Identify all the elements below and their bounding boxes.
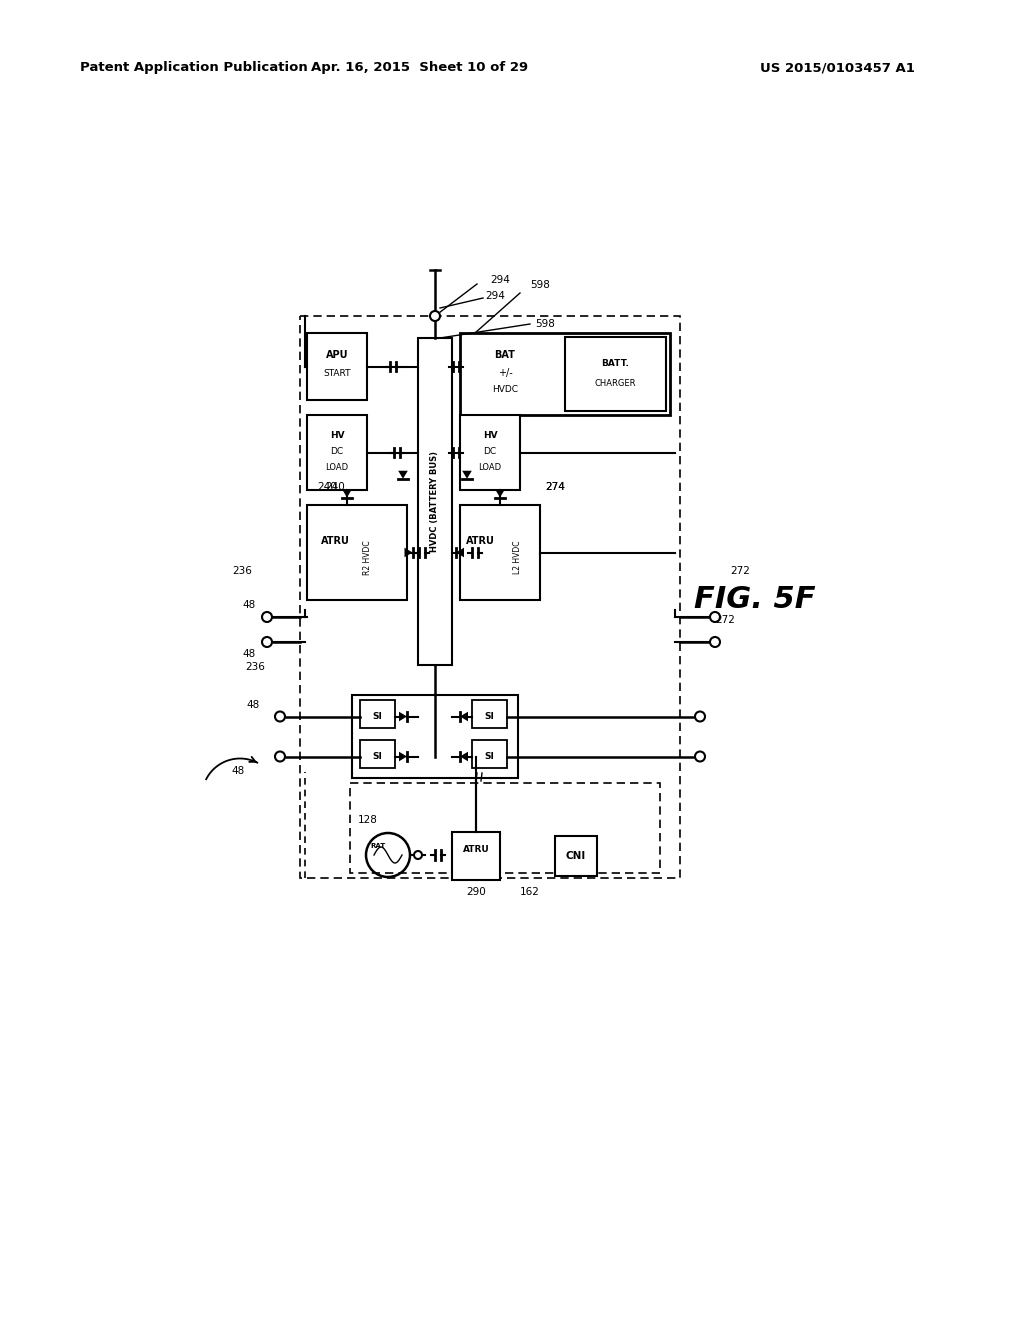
Text: 48: 48 — [243, 649, 256, 659]
Circle shape — [262, 612, 272, 622]
Text: 240: 240 — [317, 482, 337, 492]
Bar — [350, 783, 660, 873]
Text: DC: DC — [331, 446, 344, 455]
Text: HVDC: HVDC — [492, 385, 518, 395]
Bar — [472, 700, 507, 729]
Bar — [300, 315, 680, 878]
Circle shape — [275, 711, 285, 722]
Text: 598: 598 — [530, 280, 550, 290]
Text: CHARGER: CHARGER — [595, 379, 636, 388]
Text: Patent Application Publication: Patent Application Publication — [80, 62, 308, 74]
Text: SI: SI — [484, 711, 495, 721]
Text: US 2015/0103457 A1: US 2015/0103457 A1 — [760, 62, 914, 74]
Polygon shape — [404, 548, 413, 557]
Polygon shape — [398, 471, 408, 479]
Text: ATRU: ATRU — [321, 536, 349, 545]
Text: SI: SI — [373, 711, 382, 721]
Text: 272: 272 — [730, 565, 750, 576]
Text: 274: 274 — [545, 482, 565, 492]
Text: Apr. 16, 2015  Sheet 10 of 29: Apr. 16, 2015 Sheet 10 of 29 — [311, 62, 528, 74]
Text: START: START — [324, 368, 351, 378]
Circle shape — [710, 638, 720, 647]
Text: HV: HV — [482, 430, 498, 440]
Text: 236: 236 — [232, 565, 252, 576]
Text: 272: 272 — [715, 615, 735, 624]
Text: LOAD: LOAD — [326, 462, 348, 471]
Bar — [307, 333, 367, 400]
Text: LOAD: LOAD — [478, 462, 502, 471]
Text: DC: DC — [483, 446, 497, 455]
Bar — [460, 414, 520, 490]
Circle shape — [710, 612, 720, 622]
Text: ATRU: ATRU — [466, 536, 495, 545]
Text: 162: 162 — [520, 887, 540, 898]
Bar — [555, 836, 597, 876]
Polygon shape — [460, 751, 468, 762]
Polygon shape — [460, 711, 468, 721]
Text: R2 HVDC: R2 HVDC — [362, 540, 372, 574]
Bar — [360, 741, 395, 768]
Bar — [565, 337, 666, 411]
Text: 274: 274 — [545, 482, 565, 492]
Polygon shape — [399, 751, 407, 762]
Text: +/-: +/- — [498, 368, 512, 378]
Bar — [352, 696, 518, 777]
Bar — [307, 414, 367, 490]
Bar — [307, 506, 407, 601]
Text: 598: 598 — [535, 319, 555, 329]
Polygon shape — [342, 490, 352, 498]
Polygon shape — [456, 548, 464, 557]
Bar — [452, 832, 500, 880]
Text: BAT: BAT — [495, 350, 515, 360]
Text: SI: SI — [373, 752, 382, 762]
Bar — [460, 506, 540, 601]
Text: 294: 294 — [490, 275, 510, 285]
Text: ATRU: ATRU — [463, 846, 489, 854]
Circle shape — [430, 312, 440, 321]
Polygon shape — [496, 490, 505, 498]
Polygon shape — [399, 711, 407, 721]
Text: HVDC (BATTERY BUS): HVDC (BATTERY BUS) — [430, 451, 439, 552]
Bar — [472, 741, 507, 768]
Text: SI: SI — [484, 752, 495, 762]
Circle shape — [262, 638, 272, 647]
Text: L2 HVDC: L2 HVDC — [513, 541, 522, 574]
Text: 48: 48 — [247, 700, 260, 710]
Text: HV: HV — [330, 430, 344, 440]
Text: 128: 128 — [358, 814, 378, 825]
Text: 290: 290 — [466, 887, 485, 898]
Circle shape — [695, 711, 705, 722]
Text: 236: 236 — [245, 663, 265, 672]
Circle shape — [414, 851, 422, 859]
Text: APU: APU — [326, 350, 348, 360]
Text: RAT: RAT — [371, 843, 386, 849]
Text: 240: 240 — [326, 482, 345, 492]
Bar — [418, 338, 452, 665]
Text: CNI: CNI — [566, 851, 586, 861]
Bar — [360, 700, 395, 729]
Bar — [460, 333, 670, 414]
Text: BATT.: BATT. — [601, 359, 630, 367]
Circle shape — [695, 751, 705, 762]
Text: 294: 294 — [485, 290, 505, 301]
Circle shape — [275, 751, 285, 762]
Text: FIG. 5F: FIG. 5F — [694, 586, 816, 615]
Text: 48: 48 — [231, 767, 245, 776]
Text: 48: 48 — [243, 601, 256, 610]
Polygon shape — [462, 471, 472, 479]
